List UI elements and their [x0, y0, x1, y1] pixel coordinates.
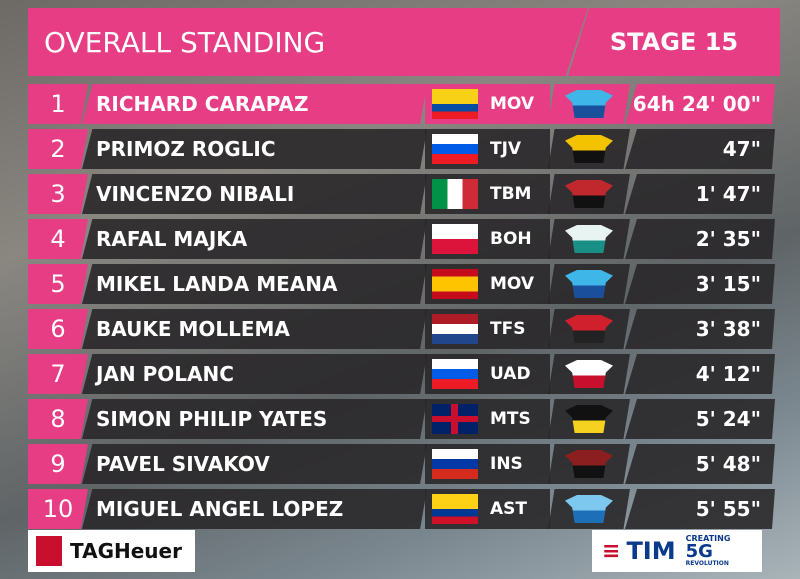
flag — [432, 134, 478, 164]
team-code: AST — [490, 499, 527, 519]
title: OVERALL STANDING — [44, 25, 326, 59]
sub: REVOLUTION — [685, 560, 729, 567]
tim-text: TIM — [626, 537, 676, 565]
rank: 4 — [28, 219, 88, 259]
rank: 6 — [28, 309, 88, 349]
rank: 7 — [28, 354, 88, 394]
rider-name: JAN POLANC — [82, 354, 427, 394]
rider-name: MIKEL LANDA MEANA — [82, 264, 427, 304]
time: 47" — [625, 129, 775, 169]
tagline: CREATING — [685, 534, 731, 543]
rank: 5 — [28, 264, 88, 304]
team-code: MOV — [490, 274, 535, 294]
flag — [432, 449, 478, 479]
tag-logo: TAGHeuer — [28, 530, 195, 572]
team-code: TJV — [490, 139, 522, 159]
flag — [432, 314, 478, 344]
tim-logo: ≡ TIM CREATING 5G REVOLUTION — [592, 530, 762, 572]
header-bar: OVERALL STANDING — [28, 8, 588, 76]
flag — [432, 89, 478, 119]
time: 64h 24' 00" — [625, 84, 775, 124]
time: 3' 38" — [625, 309, 775, 349]
rank: 8 — [28, 399, 88, 439]
tech: 5G — [685, 541, 713, 562]
team-code: INS — [490, 454, 523, 474]
team-code: UAD — [490, 364, 531, 384]
flag — [432, 224, 478, 254]
rank: 1 — [28, 84, 88, 124]
rank: 3 — [28, 174, 88, 214]
flag — [432, 359, 478, 389]
rider-name: PRIMOZ ROGLIC — [82, 129, 427, 169]
tag-shield — [36, 536, 62, 566]
rider-name: PAVEL SIVAKOV — [82, 444, 427, 484]
tag-text: TAGHeuer — [70, 539, 182, 563]
time: 5' 48" — [625, 444, 775, 484]
tim-mark: ≡ — [602, 538, 621, 564]
rider-name: BAUKE MOLLEMA — [82, 309, 427, 349]
team-code: MOV — [490, 94, 535, 114]
time: 5' 24" — [625, 399, 775, 439]
time: 5' 55" — [625, 489, 775, 529]
team-code: TBM — [490, 184, 532, 204]
flag — [432, 269, 478, 299]
rider-name: SIMON PHILIP YATES — [82, 399, 427, 439]
rider-name: MIGUEL ANGEL LOPEZ — [82, 489, 427, 529]
stage-box: STAGE 15 — [568, 8, 780, 76]
rider-name: RICHARD CARAPAZ — [82, 84, 427, 124]
time: 3' 15" — [625, 264, 775, 304]
team-code: TFS — [490, 319, 526, 339]
rider-name: RAFAL MAJKA — [82, 219, 427, 259]
time: 1' 47" — [625, 174, 775, 214]
stage-label: STAGE 15 — [609, 28, 739, 56]
time: 4' 12" — [625, 354, 775, 394]
rank: 2 — [28, 129, 88, 169]
rider-name: VINCENZO NIBALI — [82, 174, 427, 214]
time: 2' 35" — [625, 219, 775, 259]
flag — [432, 404, 478, 434]
team-code: BOH — [490, 229, 532, 249]
team-code: MTS — [490, 409, 531, 429]
flag — [432, 494, 478, 524]
tim-5g: CREATING 5G REVOLUTION — [686, 535, 731, 567]
rank: 9 — [28, 444, 88, 484]
rank: 10 — [28, 489, 88, 529]
flag — [432, 179, 478, 209]
